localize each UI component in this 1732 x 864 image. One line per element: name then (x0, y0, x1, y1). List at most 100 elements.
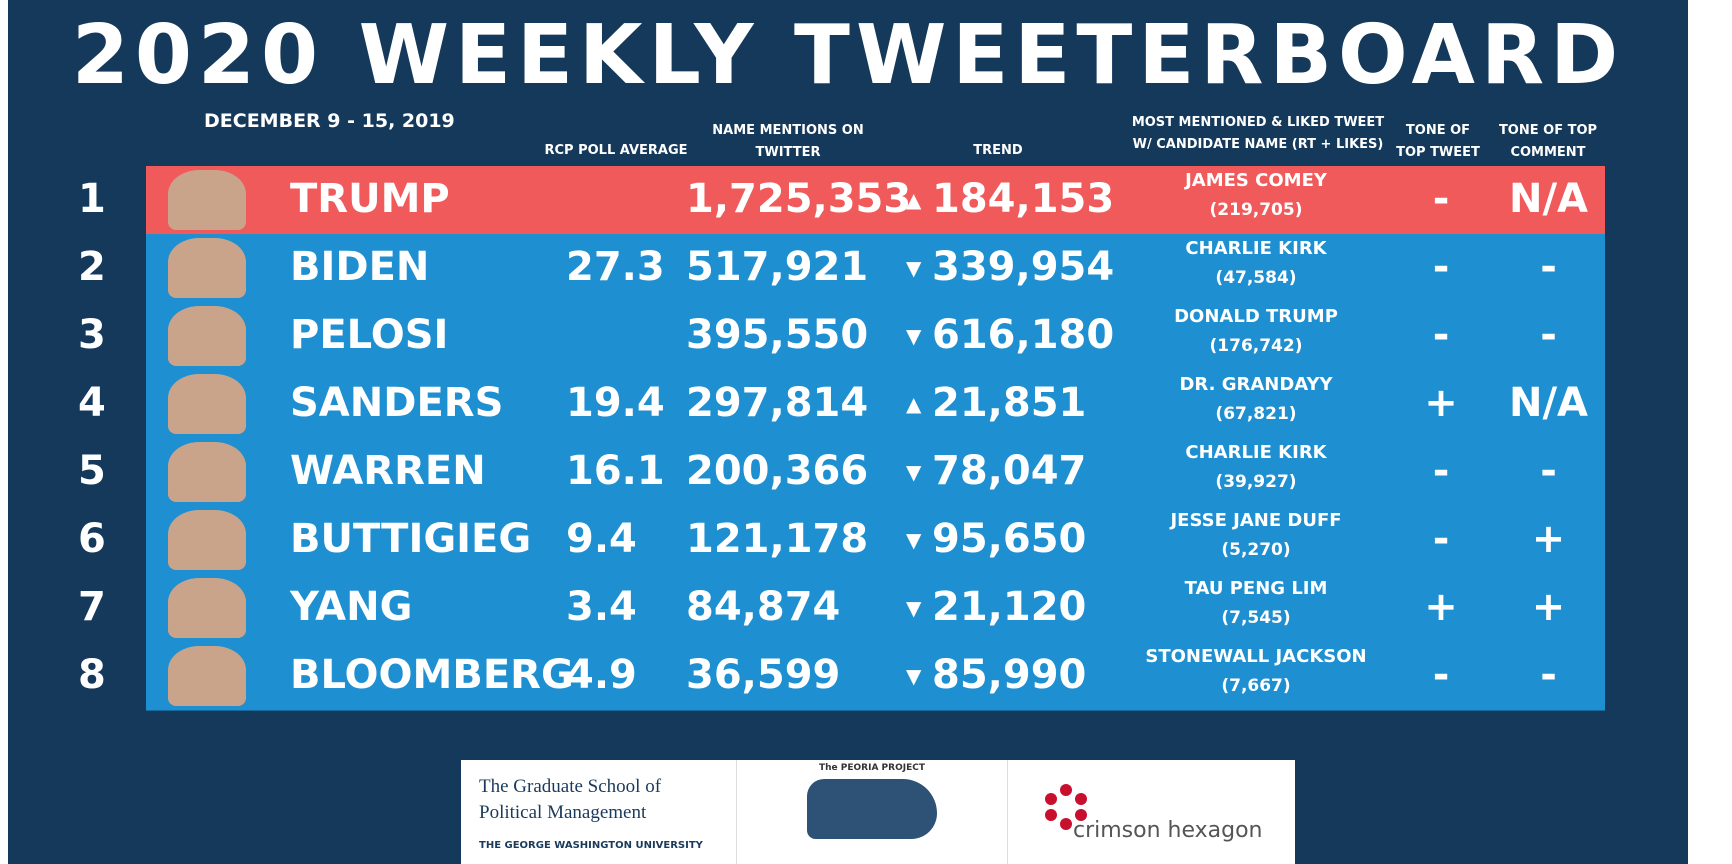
mentions: 36,599 (686, 652, 840, 698)
rank: 4 (78, 380, 106, 426)
tone-tweet: + (1391, 584, 1491, 630)
mentions: 84,874 (686, 584, 840, 630)
top-tweet: JAMES COMEY (1106, 170, 1406, 191)
rank: 2 (78, 244, 106, 290)
trend: 78,047 (932, 448, 1086, 494)
rank: 8 (78, 652, 106, 698)
rank: 7 (78, 584, 106, 630)
candidate-photo (168, 306, 246, 366)
gspm-university: THE GEORGE WASHINGTON UNIVERSITY (479, 840, 703, 851)
candidate-name: BUTTIGIEG (290, 516, 531, 562)
top-tweet-count: (67,821) (1106, 404, 1406, 424)
trend: 184,153 (932, 176, 1114, 222)
mentions: 121,178 (686, 516, 868, 562)
tone-tweet: + (1391, 380, 1491, 426)
tone-comment: - (1496, 312, 1601, 358)
top-tweet-count: (219,705) (1106, 200, 1406, 220)
poll-average: 9.4 (566, 516, 637, 562)
candidate-photo (168, 442, 246, 502)
trend-direction: ▼ (906, 528, 921, 552)
tone-comment: N/A (1496, 176, 1601, 222)
board: 2020 WEEKLY TWEETERBOARD DECEMBER 9 - 15… (8, 0, 1688, 864)
poll-average: 19.4 (566, 380, 665, 426)
candidate-name: BLOOMBERG (290, 652, 574, 698)
trend-direction: ▼ (906, 664, 921, 688)
crimson-name: crimson hexagon (1073, 818, 1263, 843)
top-tweet-count: (47,584) (1106, 268, 1406, 288)
top-tweet: STONEWALL JACKSON (1106, 646, 1406, 667)
column-header: TONE OF TOP TWEET (1393, 120, 1483, 164)
poll-average: 16.1 (566, 448, 665, 494)
peoria-logo: The PEORIA PROJECT (736, 760, 1008, 864)
trend-direction: ▼ (906, 324, 921, 348)
poll-average: 3.4 (566, 584, 637, 630)
candidate-name: TRUMP (290, 176, 450, 222)
tone-comment: - (1496, 448, 1601, 494)
column-header: MOST MENTIONED & LIKED TWEET W/ CANDIDAT… (1128, 112, 1388, 156)
rank: 1 (78, 176, 106, 222)
trend: 339,954 (932, 244, 1114, 290)
mentions: 1,725,353 (686, 176, 911, 222)
candidate-photo (168, 646, 246, 706)
top-tweet: CHARLIE KIRK (1106, 238, 1406, 259)
trend: 21,851 (932, 380, 1086, 426)
trend-direction: ▼ (906, 256, 921, 280)
poll-average: 4.9 (566, 652, 637, 698)
trend-direction: ▼ (906, 460, 921, 484)
poll-average: 27.3 (566, 244, 665, 290)
column-header: RCP POLL AVERAGE (536, 140, 696, 162)
candidate-photo (168, 170, 246, 230)
tone-comment: + (1496, 516, 1601, 562)
tone-tweet: - (1391, 176, 1491, 222)
tone-tweet: - (1391, 312, 1491, 358)
top-tweet: JESSE JANE DUFF (1106, 510, 1406, 531)
sponsor-logos: The Graduate School of Political Managem… (461, 760, 1295, 864)
gspm-name: The Graduate School of Political Managem… (479, 774, 709, 826)
column-header: TONE OF TOP COMMENT (1498, 120, 1598, 164)
tone-tweet: - (1391, 516, 1491, 562)
trend-direction: ▼ (906, 596, 921, 620)
top-tweet: DR. GRANDAYY (1106, 374, 1406, 395)
mentions: 297,814 (686, 380, 868, 426)
mentions: 517,921 (686, 244, 868, 290)
candidate-photo (168, 578, 246, 638)
top-tweet-count: (5,270) (1106, 540, 1406, 560)
top-tweet: DONALD TRUMP (1106, 306, 1406, 327)
candidate-photo (168, 510, 246, 570)
top-tweet-count: (176,742) (1106, 336, 1406, 356)
top-tweet-count: (7,667) (1106, 676, 1406, 696)
rank: 6 (78, 516, 106, 562)
tone-tweet: - (1391, 244, 1491, 290)
rank: 3 (78, 312, 106, 358)
candidate-photo (168, 238, 246, 298)
tone-comment: + (1496, 584, 1601, 630)
candidate-name: SANDERS (290, 380, 503, 426)
column-header: TREND (938, 140, 1058, 162)
trend: 85,990 (932, 652, 1086, 698)
tone-tweet: - (1391, 448, 1491, 494)
candidate-photo (168, 374, 246, 434)
row: BUTTIGIEG 9.4 121,178 ▼ 95,650 JESSE JANE DUF… (146, 506, 1605, 575)
candidate-name: PELOSI (290, 312, 448, 358)
tone-tweet: - (1391, 652, 1491, 698)
candidate-name: WARREN (290, 448, 486, 494)
tone-comment: - (1496, 244, 1601, 290)
top-tweet: TAU PENG LIM (1106, 578, 1406, 599)
title: 2020 WEEKLY TWEETERBOARD (8, 8, 1688, 103)
trend: 21,120 (932, 584, 1086, 630)
rank: 5 (78, 448, 106, 494)
candidate-name: BIDEN (290, 244, 429, 290)
map-icon (807, 779, 937, 839)
tone-comment: - (1496, 652, 1601, 698)
trend: 95,650 (932, 516, 1086, 562)
date-range: DECEMBER 9 - 15, 2019 (204, 110, 455, 132)
column-header: NAME MENTIONS ON TWITTER (708, 120, 868, 164)
candidate-name: YANG (290, 584, 412, 630)
peoria-name: The PEORIA PROJECT (737, 763, 1007, 773)
